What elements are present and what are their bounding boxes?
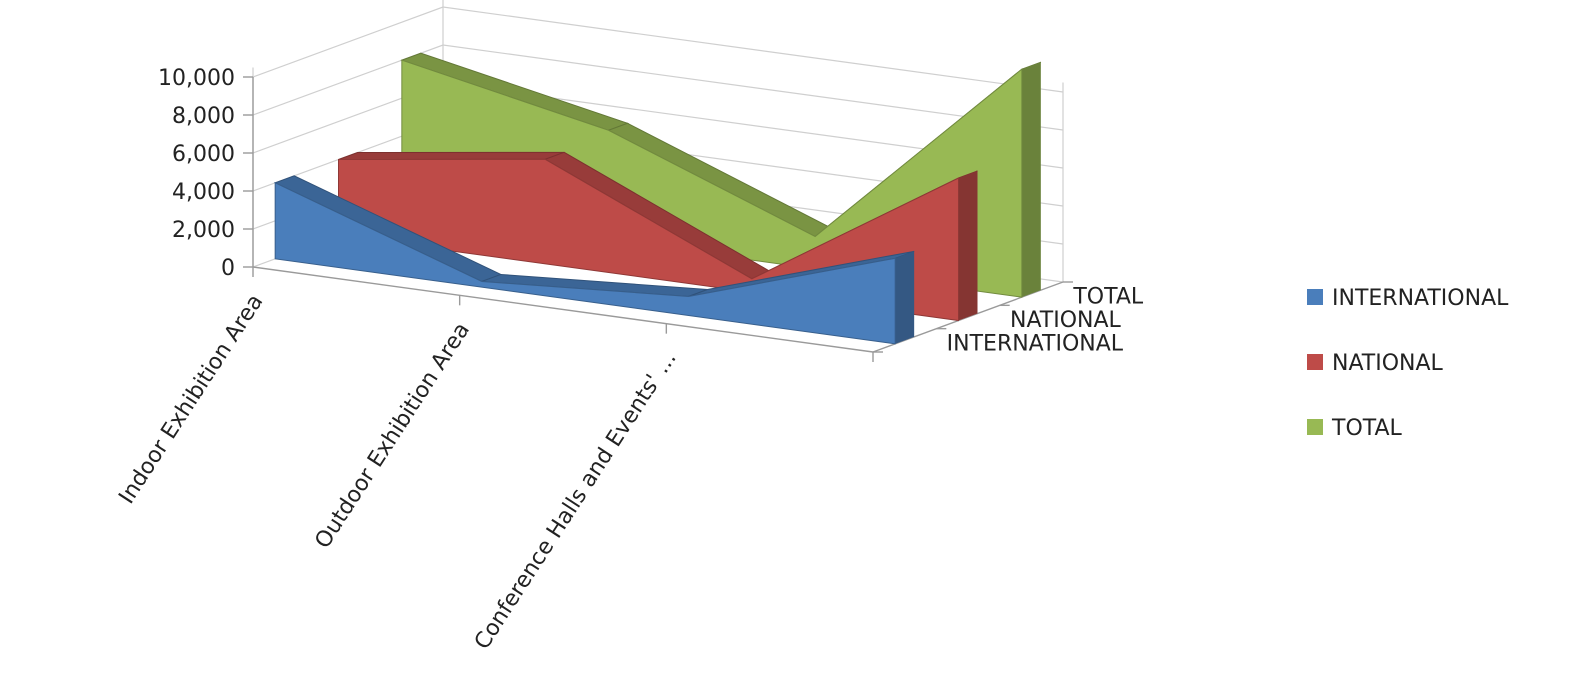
legend-swatch: [1307, 419, 1323, 435]
legend-item-national: NATIONAL: [1307, 351, 1444, 376]
legend-item-international: INTERNATIONAL: [1307, 286, 1509, 311]
y-tick-label: 8,000: [172, 104, 235, 129]
series-area-international: [273, 175, 915, 345]
category-label: Indoor Exhibition Area: [114, 290, 268, 508]
series-end-face: [1021, 62, 1041, 298]
y-axis-tick-labels: 0 2,000 4,000 6,000 8,000 10,000: [158, 66, 235, 281]
category-label: Outdoor Exhibition Area: [310, 318, 475, 553]
legend-label: NATIONAL: [1332, 351, 1444, 376]
y-tick-label: 6,000: [172, 142, 235, 167]
x-axis-line: [252, 266, 874, 353]
depth-label: INTERNATIONAL: [947, 331, 1124, 356]
legend-label: INTERNATIONAL: [1332, 286, 1509, 311]
chart-series-areas: [273, 52, 1042, 345]
depth-label: NATIONAL: [1010, 308, 1122, 333]
legend-swatch: [1307, 354, 1323, 370]
series-front-face: [274, 182, 896, 345]
y-tick-label: 2,000: [172, 218, 235, 243]
y-tick-label: 4,000: [172, 180, 235, 205]
series-top-face: [338, 151, 565, 160]
gridline: [252, 44, 1064, 131]
gridline: [252, 6, 1064, 93]
legend-swatch: [1307, 289, 1323, 305]
y-tick-label: 10,000: [158, 66, 235, 91]
legend-label: TOTAL: [1331, 416, 1403, 441]
x-axis-category-labels: Indoor Exhibition Area Outdoor Exhibition…: [114, 290, 681, 654]
legend-item-total: TOTAL: [1307, 416, 1403, 441]
depth-label: TOTAL: [1072, 285, 1144, 310]
series-end-face: [958, 171, 978, 321]
category-label: Conference Halls and Events' ...: [470, 347, 682, 654]
series-end-face: [895, 251, 915, 344]
series-area-total: [400, 52, 1042, 298]
y-tick-label: 0: [221, 256, 235, 281]
chart-legend: INTERNATIONAL NATIONAL TOTAL: [1307, 286, 1509, 441]
